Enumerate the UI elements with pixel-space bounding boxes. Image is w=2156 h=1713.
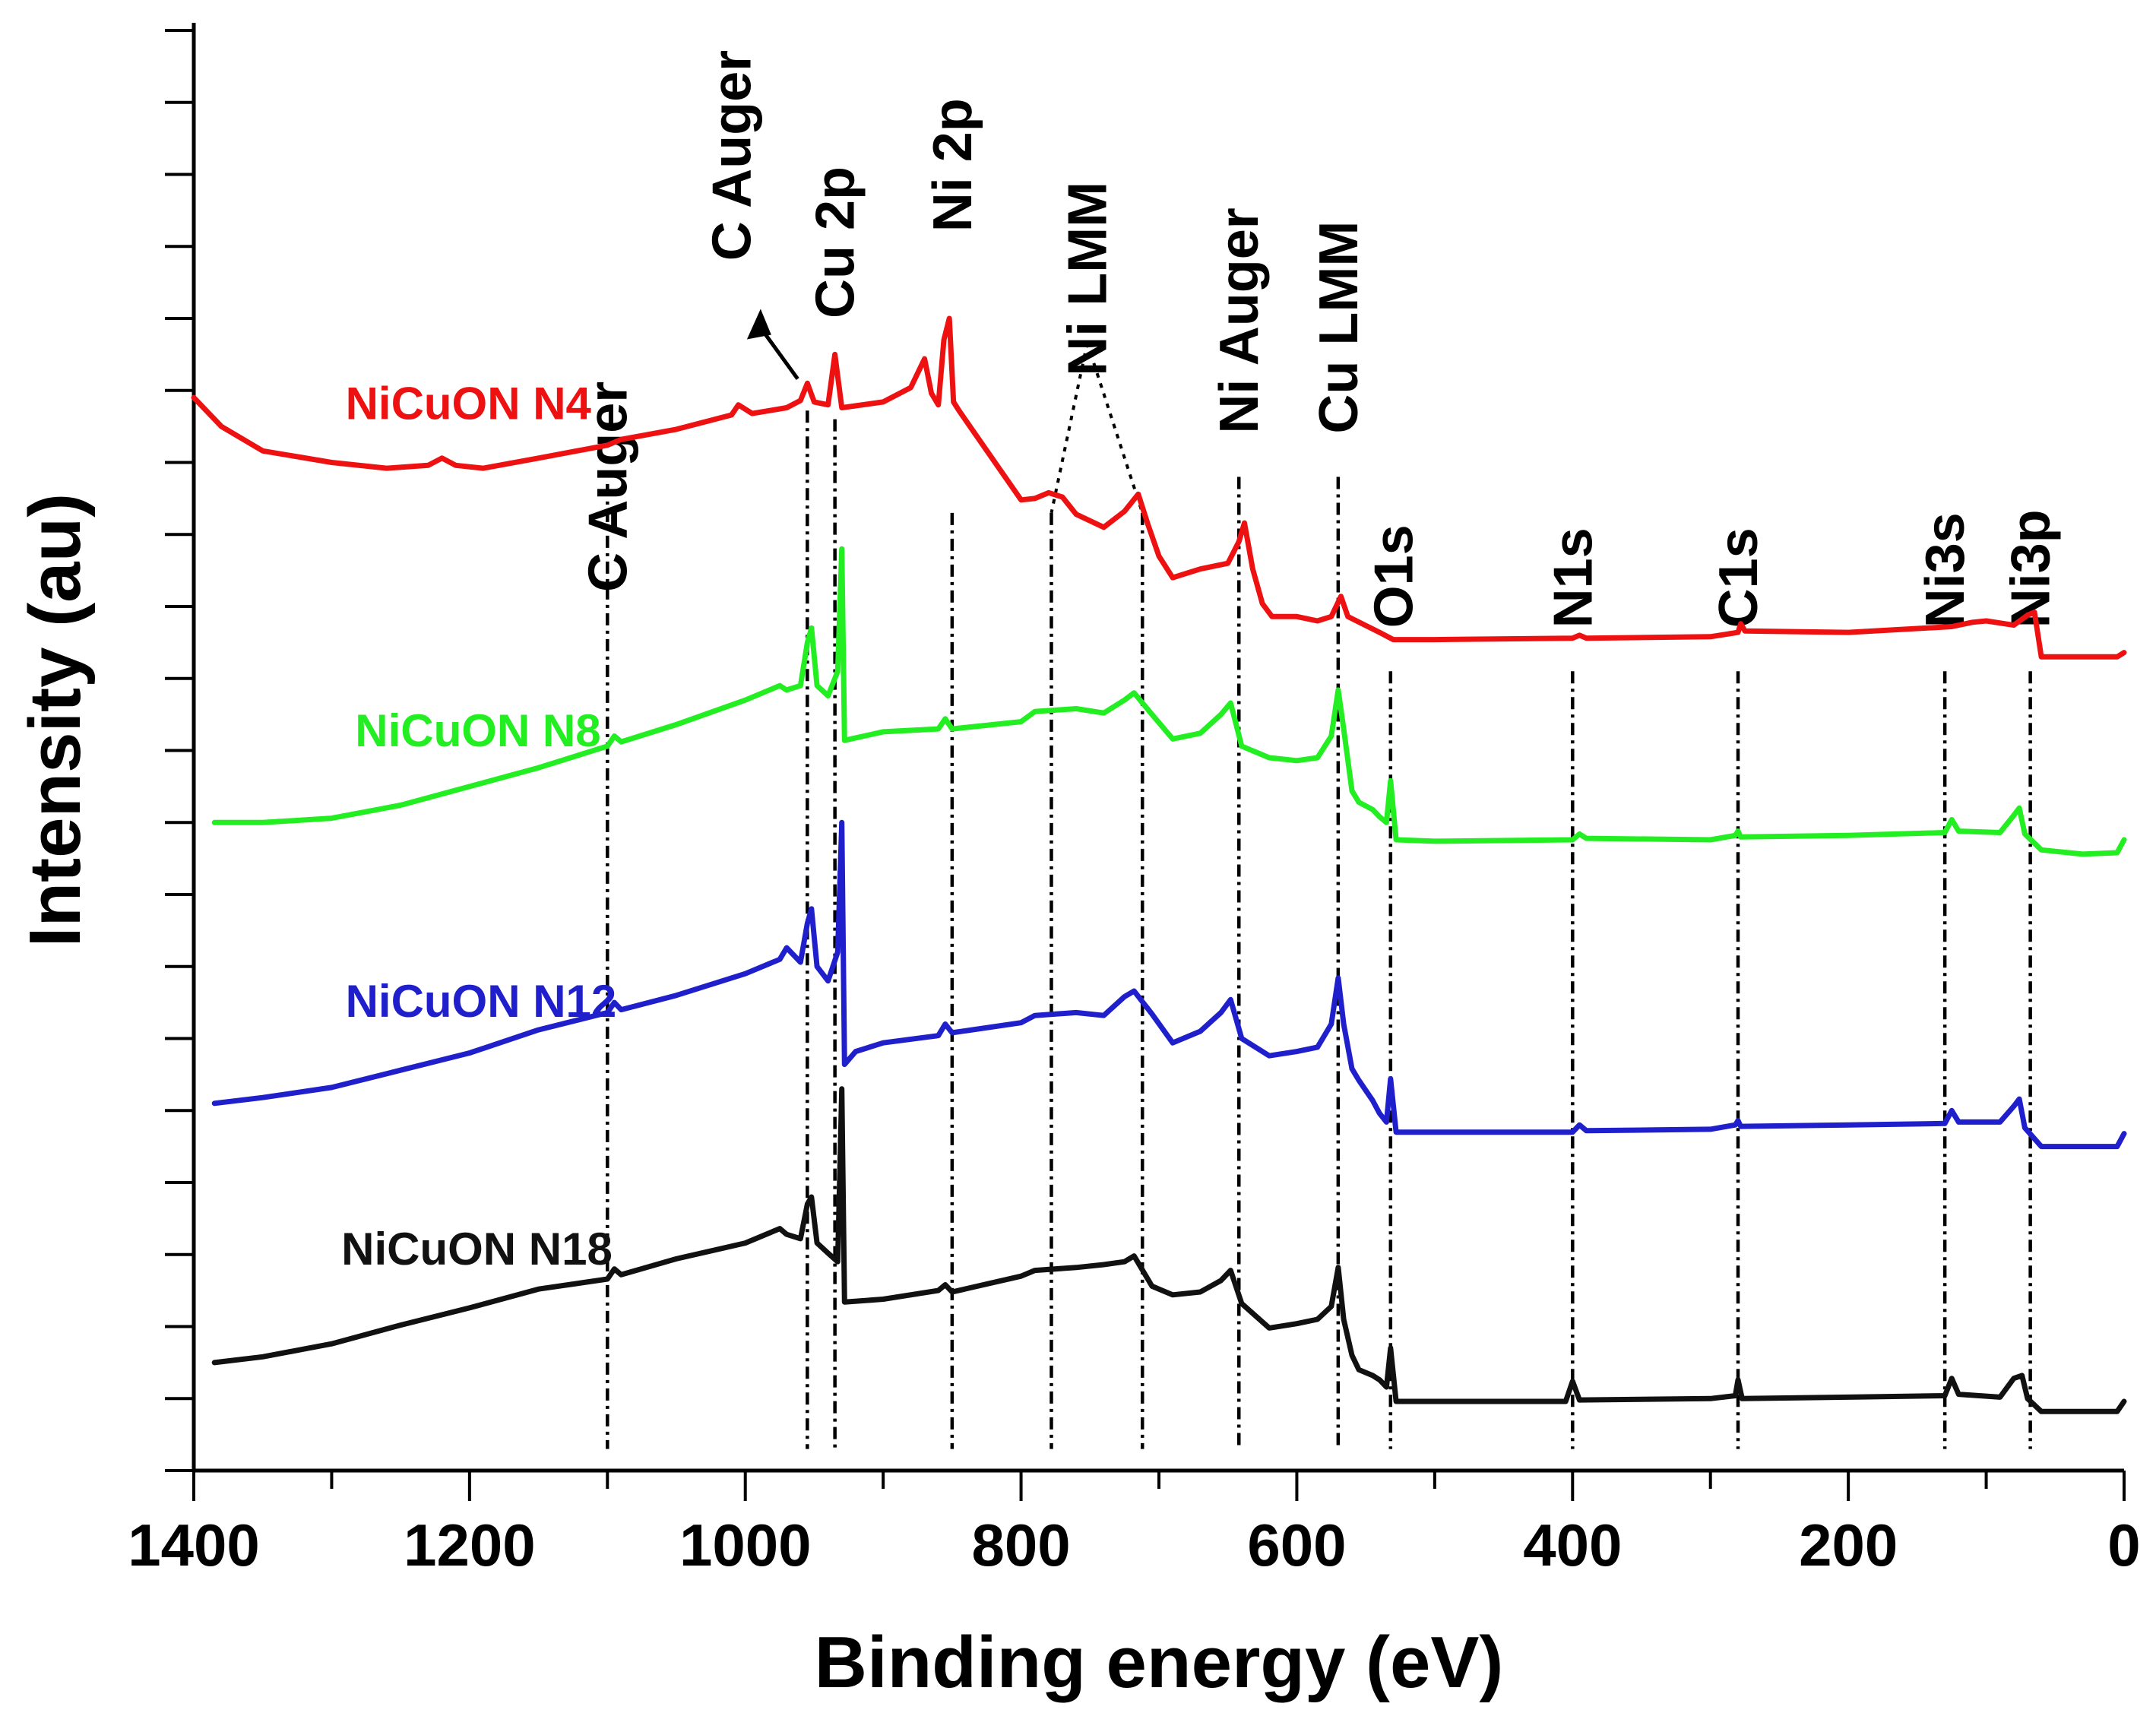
x-axis-title: Binding energy (eV) — [815, 1622, 1504, 1703]
x-tick-label: 800 — [972, 1512, 1071, 1578]
series-label: NiCuON N12 — [346, 976, 617, 1027]
x-tick-label: 400 — [1523, 1512, 1622, 1578]
x-tick-label: 0 — [2107, 1512, 2140, 1578]
axes: 1400 1200 1000 800 600 400 200 0 Binding energy … — [14, 23, 2141, 1703]
y-axis-title: Intensity (au) — [14, 493, 96, 947]
peak-marker-label: C Auger — [578, 382, 638, 592]
peak-marker-label: Ni Auger — [1209, 207, 1270, 433]
peak-marker-label: C Auger — [702, 50, 763, 261]
x-tick-label: 1200 — [404, 1512, 536, 1578]
peak-marker-label: Cu 2p — [806, 166, 866, 318]
c-auger-arrow-head — [746, 309, 771, 340]
series-label: NiCuON N4 — [346, 378, 592, 429]
series-line-nicuon-n4 — [191, 315, 2127, 660]
peak-marker-label: Ni 2p — [923, 98, 983, 232]
x-tick-label: 600 — [1247, 1512, 1346, 1578]
peak-marker-label: N1s — [1543, 527, 1604, 628]
x-tick-label: 1000 — [679, 1512, 812, 1578]
series-group — [191, 315, 2127, 1414]
peak-marker-label: O1s — [1363, 524, 1424, 628]
x-tick-label: 200 — [1799, 1512, 1898, 1578]
ni-lmm-connector — [1085, 342, 1144, 514]
peak-marker-label: Ni3p — [2001, 509, 2062, 628]
series-line-nicuon-n18 — [211, 1086, 2127, 1414]
peak-marker-label: Ni3s — [1915, 512, 1976, 628]
x-tick-label: 1400 — [128, 1512, 260, 1578]
series-label: NiCuON N8 — [355, 705, 600, 756]
series-line-nicuon-n8 — [211, 546, 2127, 857]
series-line-nicuon-n12 — [211, 819, 2127, 1150]
peak-marker-label: Cu LMM — [1309, 221, 1369, 434]
peak-marker-label: C1s — [1708, 527, 1769, 628]
labels-group: NiCuON N4 NiCuON N8 NiCuON N12 NiCuON N18 — [341, 378, 616, 1274]
ni-lmm-connector — [1050, 342, 1089, 514]
series-label: NiCuON N18 — [341, 1224, 613, 1274]
